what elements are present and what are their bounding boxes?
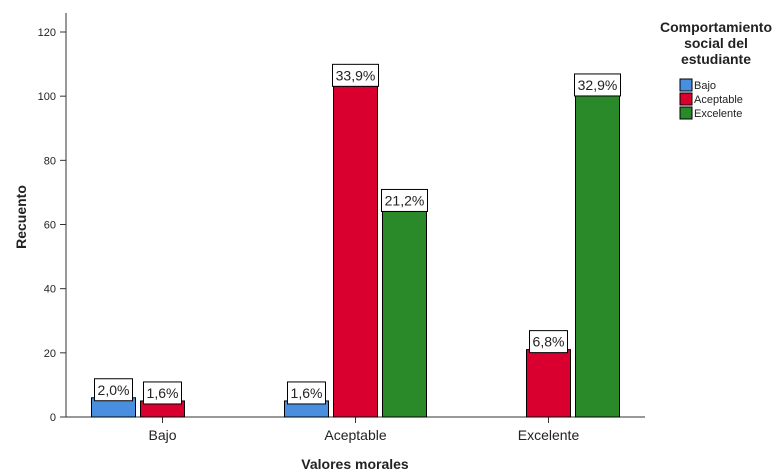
bar <box>382 207 427 418</box>
data-label: 1,6% <box>291 385 323 401</box>
x-axis-title: Valores morales <box>301 456 409 472</box>
x-tick-label: Excelente <box>518 427 580 443</box>
legend-item-label: Bajo <box>694 80 716 92</box>
x-axis: Bajo Aceptable Excelente <box>66 416 645 443</box>
y-tick-label: 60 <box>44 220 56 232</box>
legend-title: estudiante <box>681 51 751 67</box>
y-tick-label: 80 <box>44 155 56 167</box>
legend-item-label: Aceptable <box>694 94 743 106</box>
data-label-box <box>529 330 568 354</box>
data-label-box <box>574 73 621 97</box>
bar <box>526 349 571 418</box>
y-axis-title: Recuento <box>13 185 29 249</box>
legend-title: social del <box>684 35 748 51</box>
data-label-box <box>381 188 428 212</box>
y-tick-label: 120 <box>38 27 56 39</box>
data-label-box <box>143 381 182 405</box>
y-tick-label: 20 <box>44 348 56 360</box>
data-labels: 2,0% 1,6% 1,6% 33,9% 6,8% 21,2% 32,9% <box>94 63 621 405</box>
data-label-box <box>287 381 326 405</box>
data-label: 32,9% <box>578 77 618 93</box>
data-label: 21,2% <box>385 192 425 208</box>
data-label: 33,9% <box>336 67 376 83</box>
legend-swatch <box>679 106 693 120</box>
x-tick-label: Bajo <box>148 427 176 443</box>
y-tick-label: 100 <box>38 91 56 103</box>
data-label: 2,0% <box>98 382 130 398</box>
data-label: 1,6% <box>147 385 179 401</box>
bar <box>333 82 378 418</box>
bar <box>575 92 620 418</box>
data-label-box <box>94 378 133 402</box>
y-axis: 0 20 40 60 80 100 120 <box>38 13 67 424</box>
data-label-box <box>332 63 379 87</box>
y-tick-label: 0 <box>50 412 56 424</box>
bars <box>91 82 620 418</box>
legend-swatch <box>679 78 693 92</box>
legend-swatch <box>679 92 693 106</box>
y-tick-label: 40 <box>44 284 56 296</box>
x-tick-label: Aceptable <box>324 427 386 443</box>
legend-item-label: Excelente <box>694 108 742 120</box>
legend-title: Comportamiento <box>660 19 772 35</box>
data-label: 6,8% <box>533 334 565 350</box>
